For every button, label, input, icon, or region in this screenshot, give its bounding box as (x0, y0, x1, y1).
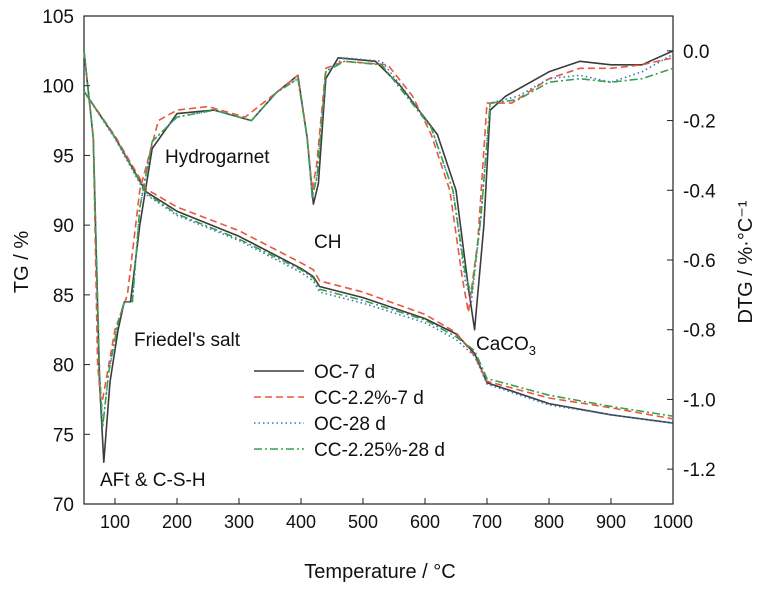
x-tick-label: 600 (410, 512, 440, 532)
y-left-tick-label: 95 (53, 146, 74, 167)
annotation-caco3: CaCO3 (476, 334, 536, 358)
y-right-axis-ticks: 0.0 -0.2 -0.4 -0.6 -0.8 -1.0 -1.2 (667, 42, 716, 481)
legend-label: CC-2.25%-28 d (314, 440, 445, 461)
annotation-caco3-main: CaCO (476, 334, 529, 355)
dtg-curve-cc-2-25-28-d (83, 50, 674, 429)
y-right-tick-label: -1.2 (683, 460, 716, 481)
y-left-tick-label: 75 (53, 425, 74, 446)
annotation-caco3-subscript: 3 (529, 343, 536, 358)
y-left-tick-label: 105 (42, 7, 74, 28)
y-right-axis-title: DTG / %·°C⁻¹ (735, 200, 757, 323)
legend-label: OC-7 d (314, 362, 375, 383)
y-right-tick-label: -0.6 (683, 251, 716, 272)
annotation-hydrogarnet: Hydrogarnet (165, 147, 270, 168)
y-right-tick-label: -0.4 (683, 181, 716, 202)
y-right-tick-label: -1.0 (683, 390, 716, 411)
y-left-tick-label: 85 (53, 286, 74, 307)
x-tick-label: 100 (100, 512, 130, 532)
x-tick-label: 500 (348, 512, 378, 532)
annotation-friedels-salt: Friedel's salt (134, 330, 241, 351)
y-right-tick-label: -0.2 (683, 112, 716, 133)
x-tick-label: 800 (534, 512, 564, 532)
tg-curve-oc-28-d (83, 90, 674, 424)
x-axis-title: Temperature / °C (304, 561, 455, 583)
x-tick-label: 700 (472, 512, 502, 532)
annotation-ch: CH (314, 232, 341, 253)
legend: OC-7 d CC-2.2%-7 d OC-28 d CC-2.25%-28 d (254, 362, 445, 461)
dtg-curve-oc-7-d (83, 50, 674, 464)
annotation-aft-csh: AFt & C-S-H (100, 470, 206, 491)
legend-label: OC-28 d (314, 414, 386, 435)
y-left-tick-label: 70 (53, 495, 74, 516)
tg-curve-cc-2-25-28-d (83, 90, 674, 417)
tg-curve-cc-2-2-7-d (83, 90, 674, 420)
y-left-tick-label: 100 (42, 77, 74, 98)
y-left-tick-label: 90 (53, 216, 74, 237)
y-left-tick-label: 80 (53, 356, 74, 377)
x-axis-ticks: 100 200 300 400 500 600 700 800 900 1000 (100, 498, 693, 532)
y-right-tick-label: -0.8 (683, 321, 716, 342)
dtg-curve-cc-2-2-7-d (83, 50, 674, 408)
x-tick-label: 300 (224, 512, 254, 532)
y-left-axis-ticks: 70 75 80 85 90 95 100 105 (42, 7, 90, 516)
series-group (83, 50, 674, 464)
x-tick-label: 1000 (653, 512, 693, 532)
tg-curve-oc-7-d (83, 90, 674, 424)
legend-label: CC-2.2%-7 d (314, 388, 424, 409)
y-left-axis-title: TG / % (11, 231, 33, 293)
dtg-curve-oc-28-d (83, 50, 674, 429)
x-tick-label: 900 (596, 512, 626, 532)
x-tick-label: 400 (286, 512, 316, 532)
x-tick-label: 200 (162, 512, 192, 532)
y-right-tick-label: 0.0 (683, 42, 709, 63)
